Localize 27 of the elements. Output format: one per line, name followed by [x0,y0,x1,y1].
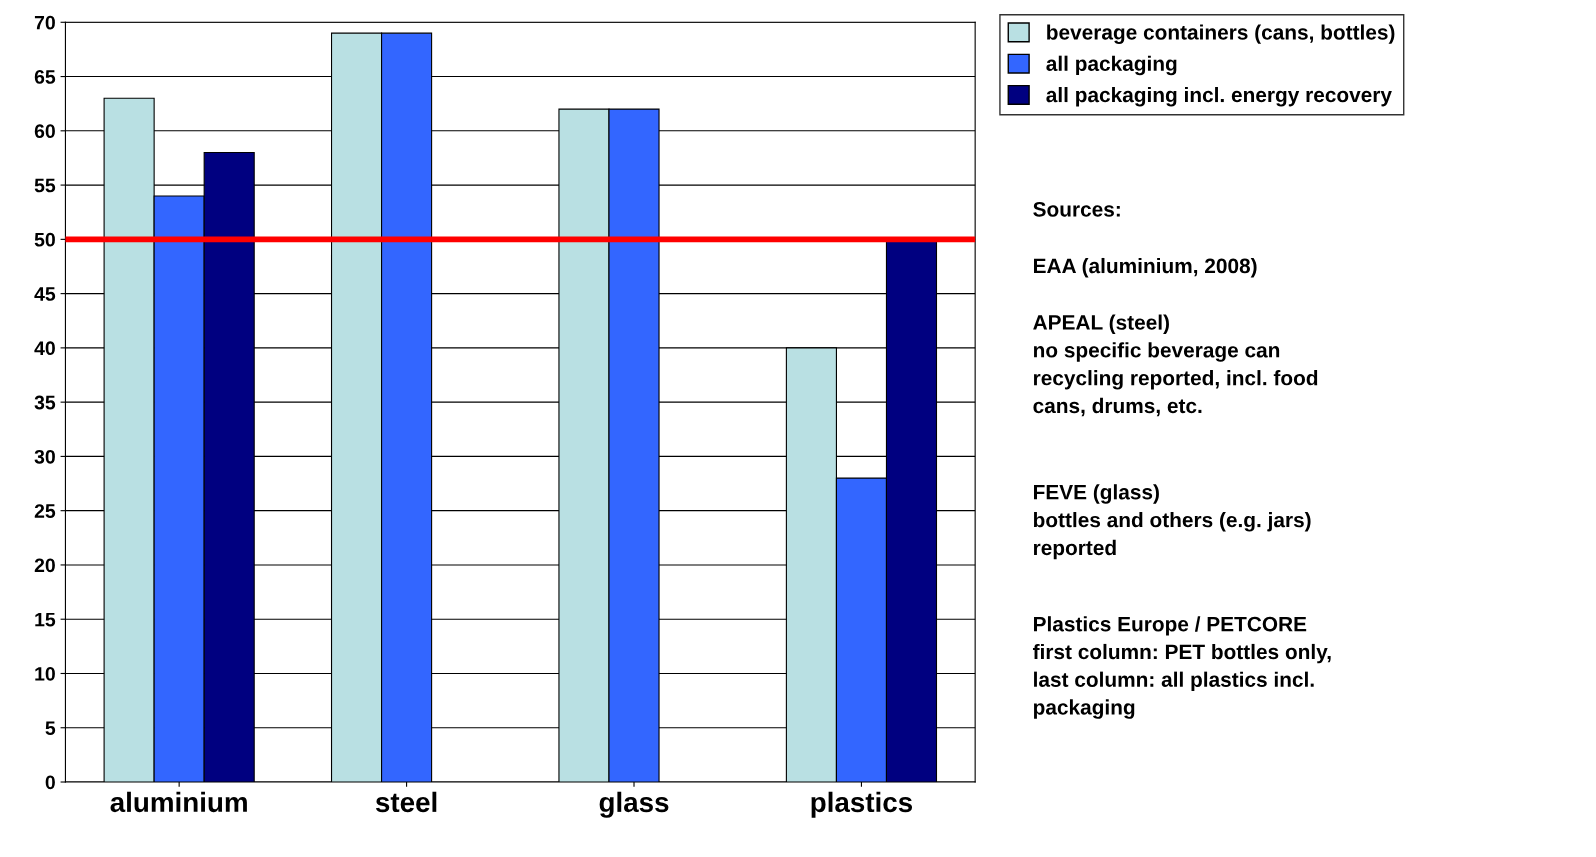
text: FEVE (glass) bottles and others (e.g. jars) reported [1033,484,1311,560]
y-tick-label: 50 [34,232,55,247]
text: APEAL (steel) no specific beverage can recycling reported, incl. food cans, drums, etc. [1033,314,1318,417]
y-tick-label: 55 [34,178,56,193]
y-tick-label: 35 [34,395,56,410]
y-tick-label: 60 [34,124,55,139]
y-tick-label: 65 [34,70,56,84]
x-tick-label: steel [375,791,437,813]
source-note: Sources: [1033,201,1120,217]
y-tick-label: 20 [34,558,55,573]
text: Plastics Europe / PETCORE first column: PET bottles only, last column: all plastics incl. packaging [1032,616,1331,719]
y-tick-label: 30 [34,449,55,464]
y-tick-label: 70 [34,15,55,30]
x-tick-label: aluminium [110,791,247,813]
y-tick-label: 10 [35,666,55,681]
x-tick-label: plastics [811,791,913,818]
y-tick-label: 25 [34,504,56,518]
y-tick-label: 5 [45,721,56,735]
y-tick-label: 45 [34,287,56,301]
text: EAA (aluminium, 2008) [1034,257,1257,278]
legend-label: all packaging [1046,55,1177,76]
legend-label: beverage containers (cans, bottles) [1047,24,1395,44]
legend-label: all packaging incl. energy recovery [1046,86,1392,107]
y-tick-label: 0 [45,775,55,790]
y-tick-label: 40 [34,341,55,356]
x-tick-label: glass [599,791,669,818]
y-tick-label: 15 [35,612,56,627]
